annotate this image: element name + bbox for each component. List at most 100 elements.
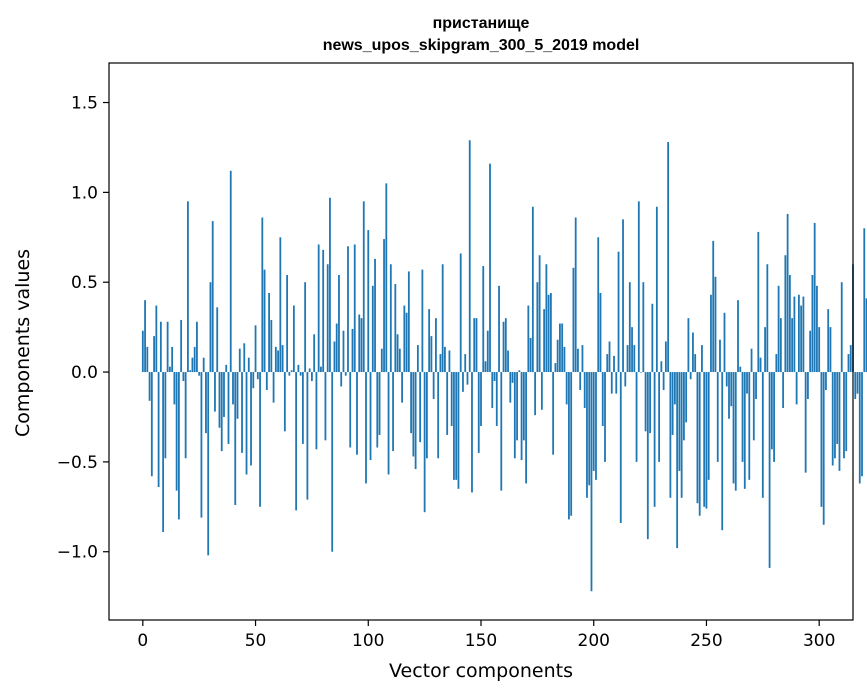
bar-191 (572, 267, 575, 373)
bar-175 (536, 282, 539, 373)
bar-63 (283, 372, 286, 432)
bar-302 (822, 372, 825, 525)
bar-271 (752, 372, 755, 441)
bar-211 (617, 251, 620, 373)
bar-171 (527, 305, 530, 373)
bar-92 (349, 372, 352, 448)
bar-242 (687, 318, 690, 373)
bar-105 (378, 372, 381, 435)
bar-251 (707, 372, 710, 480)
bar-312 (845, 372, 848, 452)
bar-291 (797, 294, 800, 373)
bar-52 (259, 372, 261, 507)
x-axis-label: Vector components (389, 660, 573, 682)
bar-144 (466, 372, 469, 385)
bar-303 (825, 372, 827, 391)
bar-15 (175, 372, 178, 491)
bar-307 (834, 372, 836, 459)
bar-11 (166, 321, 169, 373)
bar-245 (694, 354, 697, 373)
bar-177 (540, 372, 543, 410)
bar-77 (315, 372, 318, 450)
bar-151 (482, 266, 485, 373)
bar-48 (250, 372, 252, 466)
bar-120 (412, 372, 415, 457)
bar-159 (500, 372, 503, 491)
bar-111 (392, 372, 394, 452)
bar-35 (220, 372, 223, 452)
bar-2 (146, 346, 149, 373)
bar-182 (552, 372, 555, 455)
bar-186 (561, 323, 564, 373)
bar-123 (419, 372, 422, 443)
bar-130 (435, 318, 437, 373)
bar-227 (653, 372, 656, 507)
bar-224 (646, 372, 649, 540)
y-axis-label: Components values (12, 249, 34, 437)
bar-194 (579, 372, 582, 391)
bar-32 (214, 372, 216, 412)
bar-8 (159, 321, 162, 373)
bar-295 (807, 372, 809, 399)
bar-137 (450, 372, 453, 426)
bar-212 (619, 372, 622, 523)
bar-42 (236, 372, 239, 419)
bar-7 (157, 372, 160, 488)
bar-174 (534, 372, 537, 416)
bar-178 (543, 309, 546, 373)
bar-275 (761, 372, 764, 498)
bar-74 (308, 368, 311, 373)
bar-222 (642, 282, 645, 373)
bar-33 (216, 307, 219, 373)
bar-85 (333, 341, 336, 373)
bar-316 (854, 372, 857, 399)
bar-220 (637, 201, 640, 373)
bar-84 (331, 372, 334, 552)
bar-165 (513, 372, 516, 459)
bar-127 (428, 309, 431, 373)
bar-179 (545, 264, 548, 373)
bar-152 (484, 361, 487, 373)
bar-115 (401, 372, 403, 403)
bar-62 (281, 345, 284, 373)
bar-14 (173, 372, 176, 405)
bar-160 (502, 321, 505, 373)
bar-75 (311, 372, 313, 382)
plot-frame (108, 62, 854, 621)
bar-45 (243, 343, 246, 373)
bar-76 (313, 334, 316, 373)
bar-13 (171, 346, 174, 373)
bar-180 (547, 294, 550, 373)
bar-264 (737, 300, 739, 373)
bar-296 (809, 330, 812, 373)
bar-38 (227, 372, 230, 444)
bar-167 (518, 370, 521, 373)
bar-293 (802, 296, 805, 373)
bar-289 (793, 296, 796, 373)
bar-229 (658, 372, 661, 462)
x-tick-label-300: 300 (803, 631, 835, 651)
bar-93 (351, 328, 354, 373)
bar-61 (279, 237, 282, 373)
bar-287 (788, 275, 791, 373)
bar-60 (277, 350, 279, 373)
bar-216 (628, 282, 631, 373)
bar-86 (335, 323, 338, 373)
bar-176 (538, 255, 541, 373)
bar-304 (827, 309, 830, 373)
bar-280 (773, 372, 775, 462)
bar-116 (403, 305, 406, 373)
y-tick-label-4: −0.5 (57, 453, 98, 473)
bar-201 (595, 372, 597, 480)
bar-223 (644, 372, 647, 432)
bar-49 (252, 372, 255, 389)
bar-193 (577, 348, 579, 373)
bar-88 (340, 372, 343, 387)
bar-311 (843, 372, 845, 459)
chart-subtitle: news_upos_skipgram_300_5_2019 model (323, 37, 640, 54)
bar-187 (563, 346, 566, 373)
bar-72 (304, 282, 307, 373)
bar-252 (710, 294, 712, 373)
bar-158 (498, 285, 500, 373)
